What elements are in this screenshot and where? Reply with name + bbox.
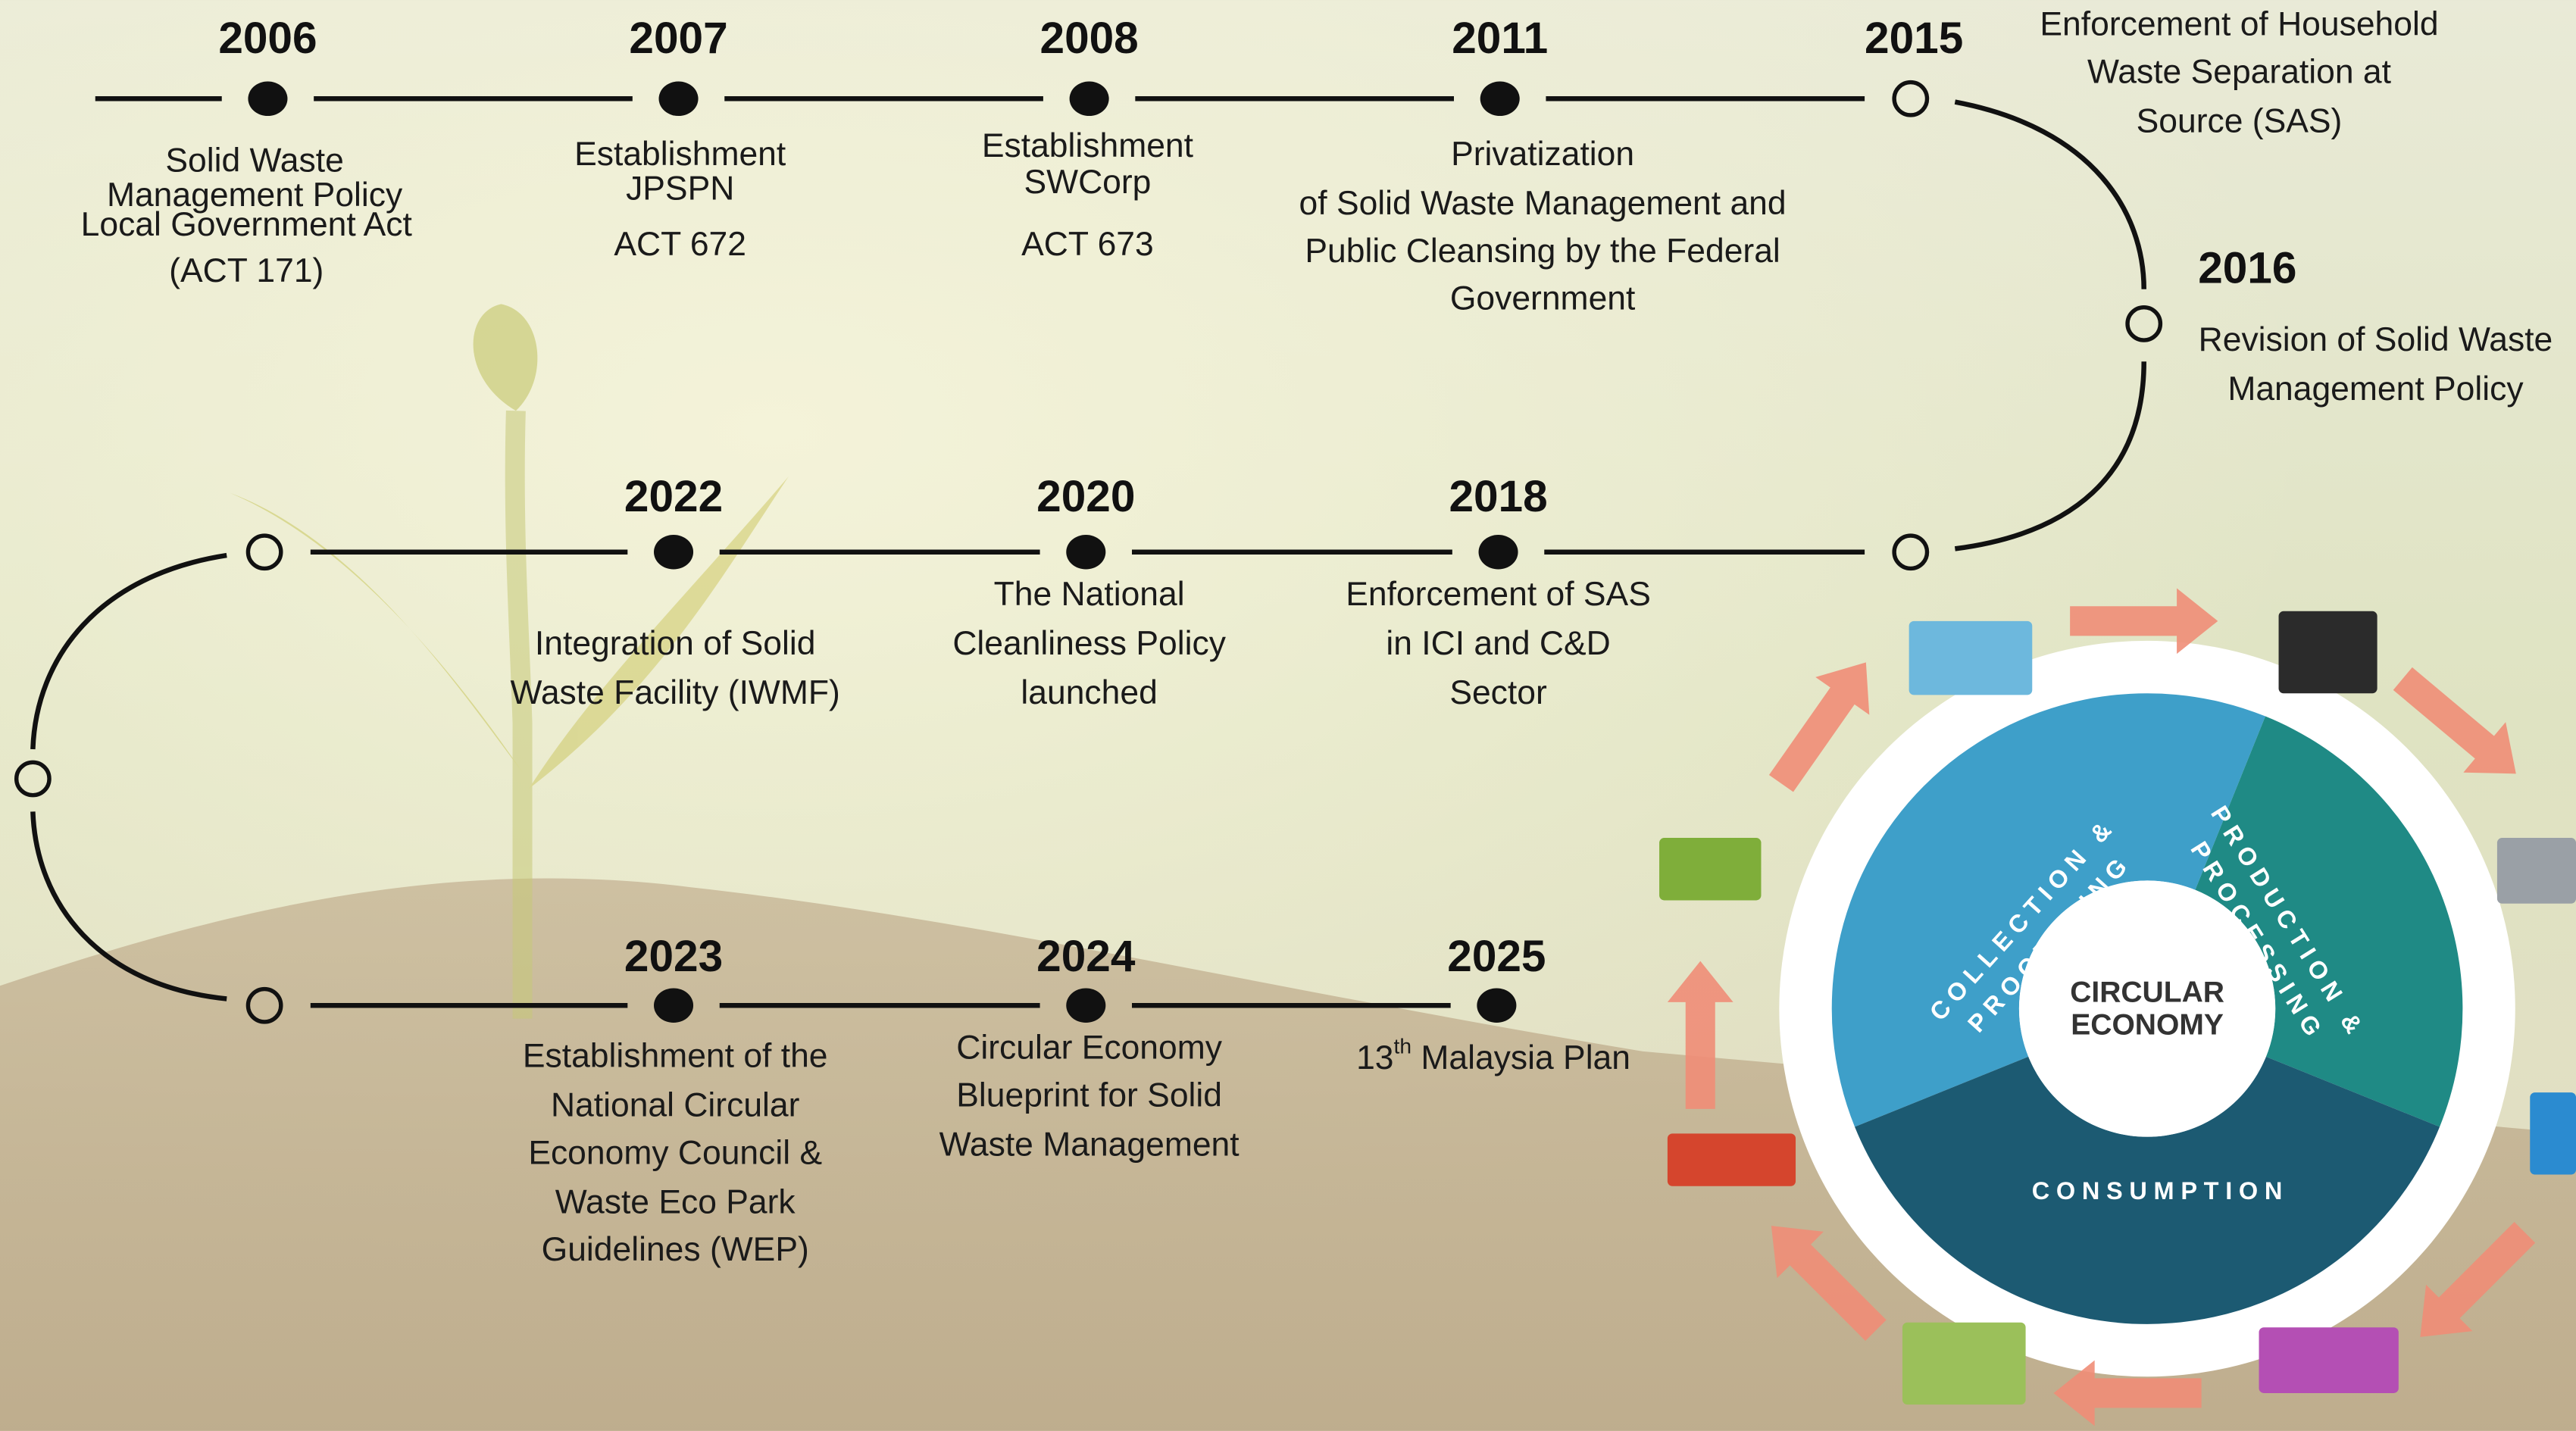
event-description: Enforcement of SAS — [1346, 576, 1651, 613]
event-description: Enforcement of Household — [2040, 6, 2438, 43]
event-year: 2007 — [629, 14, 727, 63]
timeline-node — [248, 82, 287, 117]
timeline-node — [1479, 535, 1518, 570]
event-year: 2016 — [2198, 243, 2296, 292]
event-description: Management Policy — [2227, 370, 2524, 408]
event-note: (ACT 171) — [169, 252, 324, 289]
event-description: JPSPN — [626, 170, 734, 207]
ce-center-text: ECONOMY — [2071, 1009, 2224, 1042]
event-description: National Circular — [551, 1086, 800, 1123]
ce-icon — [1659, 838, 1761, 900]
ce-icon — [2530, 1092, 2576, 1174]
event-year: 2006 — [218, 14, 317, 63]
event-year: 2023 — [624, 932, 723, 981]
event-description: Revision of Solid Waste — [2199, 321, 2553, 358]
page: Solid Waste Management Timeline {"timeli… — [0, 0, 2576, 1431]
event-description: in ICI and C&D — [1386, 625, 1610, 662]
event-note: ACT 673 — [1021, 226, 1154, 263]
event-description: Privatization — [1451, 136, 1634, 173]
event-year: 2015 — [1865, 14, 1963, 63]
timeline-node — [654, 988, 693, 1023]
event-year: 2022 — [624, 472, 723, 521]
ce-icon — [2279, 611, 2377, 693]
event-description: Economy Council & — [528, 1134, 822, 1171]
ce-icon — [1902, 1323, 2026, 1404]
event-description: Blueprint for Solid — [956, 1076, 1222, 1114]
event-description-part: th — [1394, 1034, 1412, 1058]
event-description: Waste Facility (IWMF) — [511, 674, 840, 711]
ce-icon — [2497, 838, 2576, 904]
timeline-node — [659, 82, 699, 117]
event-year: 2018 — [1449, 472, 1547, 521]
ce-segment-label: CONSUMPTION — [2032, 1177, 2289, 1204]
event-description: Establishment — [574, 136, 786, 173]
event-note: ACT 672 — [614, 226, 746, 263]
ce-center-text: CIRCULAR — [2070, 976, 2224, 1008]
event-description: Circular Economy — [956, 1029, 1222, 1066]
event-description: Waste Eco Park — [555, 1183, 796, 1220]
event-description: Waste Separation at — [2087, 53, 2392, 90]
event-description-part: 13 — [1356, 1039, 1393, 1076]
timeline-node — [1480, 82, 1520, 117]
ce-icon — [1668, 1133, 1796, 1186]
event-description: The National — [994, 576, 1185, 613]
event-description: of Solid Waste Management and — [1299, 185, 1787, 222]
event-description: Integration of Solid — [535, 625, 816, 662]
event-description: Establishment — [982, 127, 1194, 164]
timeline-node — [1066, 535, 1105, 570]
event-description: Public Cleansing by the Federal — [1305, 233, 1780, 270]
timeline-node — [654, 535, 693, 570]
ce-icon — [2259, 1327, 2399, 1393]
body: 2006 Solid Waste Management Policy Local Go… — [0, 0, 2576, 1431]
event-year: 2011 — [1452, 14, 1548, 63]
event-description: Establishment of the — [523, 1037, 828, 1074]
event-description: Government — [1450, 280, 1636, 317]
event-description: Source (SAS) — [2137, 103, 2343, 140]
event-description: Waste Management — [939, 1126, 1240, 1163]
event-description: launched — [1021, 674, 1157, 711]
ce-icon — [1909, 621, 2033, 695]
event-description: Guidelines (WEP) — [542, 1231, 809, 1268]
event-year: 2008 — [1040, 14, 1139, 63]
timeline-diagram: 2006 Solid Waste Management Policy Local Go… — [0, 0, 2576, 1431]
timeline-node — [1070, 82, 1109, 117]
event-year: 2025 — [1447, 932, 1546, 981]
timeline-node — [1477, 988, 1516, 1023]
ce-segment-text: CONSUMPTION — [2032, 1177, 2289, 1204]
event-description-part: Malaysia Plan — [1411, 1039, 1630, 1076]
event-year: 2024 — [1036, 932, 1136, 981]
event-description: Sector — [1449, 674, 1547, 711]
timeline-node — [1066, 988, 1105, 1023]
event-description: SWCorp — [1024, 164, 1152, 201]
event-year: 2020 — [1036, 472, 1135, 521]
event-description: Cleanliness Policy — [952, 625, 1226, 662]
event-note: Local Government Act — [81, 206, 413, 243]
event-description: Solid Waste — [165, 142, 343, 180]
